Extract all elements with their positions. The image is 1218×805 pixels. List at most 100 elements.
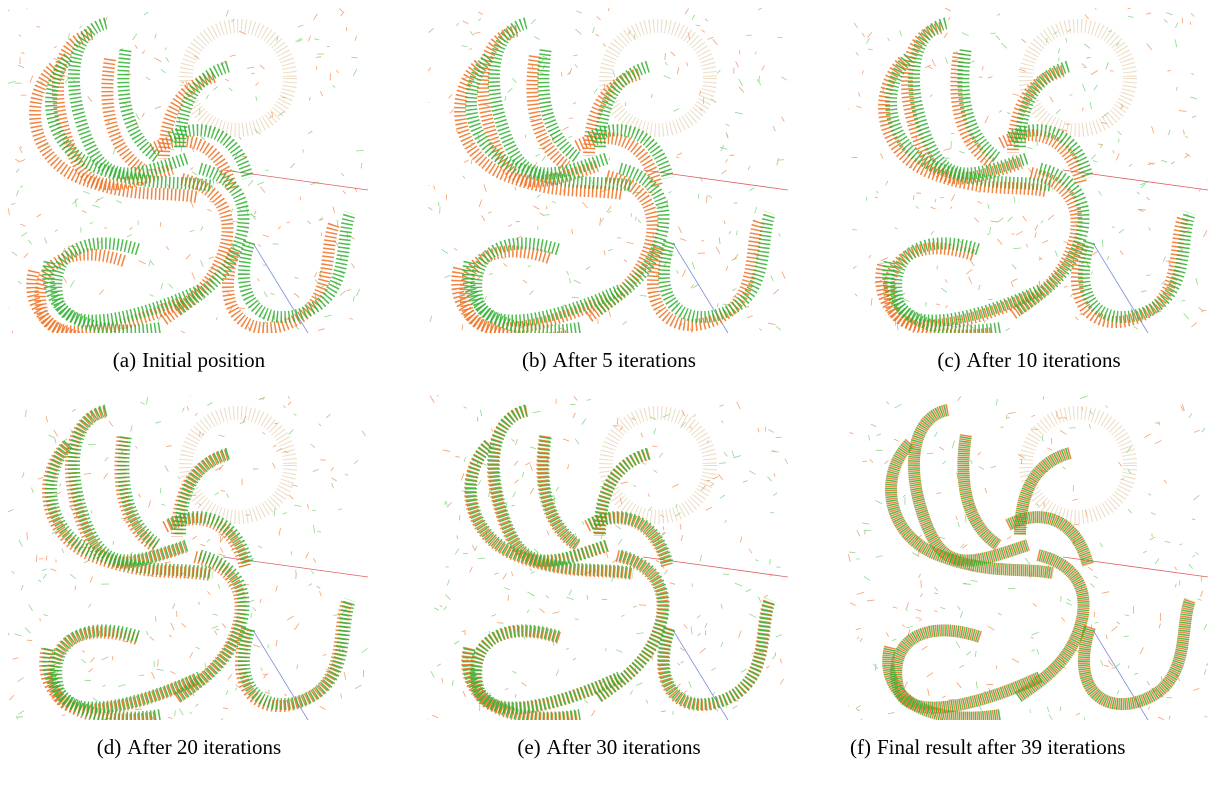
noise-point <box>680 238 687 240</box>
noise-point <box>433 186 435 190</box>
noise-point <box>272 463 275 468</box>
noise-point <box>1192 116 1197 118</box>
noise-point <box>1144 434 1150 438</box>
noise-point <box>603 43 605 46</box>
noise-point <box>542 156 545 161</box>
noise-point <box>12 331 14 333</box>
noise-point <box>1155 440 1161 443</box>
noise-point <box>705 623 707 628</box>
noise-point <box>283 513 287 515</box>
noise-point <box>572 297 579 298</box>
source-curve <box>241 602 347 706</box>
noise-point <box>935 199 936 203</box>
noise-point <box>905 681 908 687</box>
noise-point <box>207 402 212 405</box>
noise-point <box>455 456 459 457</box>
noise-point <box>463 21 469 24</box>
noise-point <box>966 651 970 655</box>
noise-point <box>1147 197 1150 200</box>
noise-point <box>1063 242 1068 244</box>
noise-point <box>996 399 997 405</box>
noise-point <box>777 158 779 165</box>
source-curve <box>532 56 567 166</box>
noise-point <box>155 421 161 423</box>
noise-point <box>69 33 70 39</box>
noise-point <box>776 326 781 330</box>
noise-point <box>1091 272 1092 275</box>
noise-point <box>478 558 485 559</box>
noise-point <box>636 217 637 221</box>
noise-point <box>38 580 41 582</box>
noise-point <box>1066 38 1067 43</box>
noise-point <box>1184 313 1189 319</box>
noise-point <box>1141 291 1146 292</box>
noise-point <box>428 68 431 72</box>
noise-point <box>428 717 429 719</box>
noise-point <box>700 555 701 562</box>
noise-point <box>1066 603 1072 606</box>
noise-point <box>597 17 601 20</box>
noise-point <box>1074 524 1080 525</box>
point-cloud-image <box>428 395 788 720</box>
noise-point <box>1047 448 1052 450</box>
noise-point <box>190 712 192 714</box>
noise-point <box>764 595 768 597</box>
caption: (d)After 20 iterations <box>8 734 370 761</box>
noise-point <box>84 473 91 474</box>
noise-point <box>1149 227 1150 230</box>
noise-point <box>768 429 774 432</box>
noise-point <box>1106 62 1109 69</box>
noise-point <box>719 463 726 464</box>
noise-point <box>857 592 864 594</box>
noise-point <box>934 593 938 594</box>
noise-point <box>672 484 678 487</box>
noise-point <box>165 466 168 472</box>
noise-point <box>856 709 860 711</box>
noise-point <box>260 599 261 603</box>
noise-point <box>1175 23 1178 28</box>
source-cloud <box>467 411 769 719</box>
noise-point <box>725 159 727 162</box>
noise-point <box>130 552 133 554</box>
noise-point <box>306 552 309 558</box>
noise-point <box>1080 396 1087 398</box>
noise-point <box>1046 135 1047 140</box>
noise-point <box>75 586 76 591</box>
noise-point <box>922 646 927 650</box>
noise-point <box>347 289 351 290</box>
noise-point <box>463 176 465 179</box>
noise-point <box>53 58 58 60</box>
noise-point <box>248 180 253 186</box>
noise-point <box>332 483 334 488</box>
noise-point <box>166 446 171 447</box>
noise-point <box>38 477 44 479</box>
noise-point <box>1031 415 1034 416</box>
noise-point <box>1152 126 1154 133</box>
noise-point <box>182 408 184 412</box>
noise-point <box>1189 564 1193 568</box>
noise-point <box>90 576 93 582</box>
noise-point <box>161 69 166 73</box>
noise-point <box>705 630 706 635</box>
noise-point <box>198 602 200 605</box>
noise-point <box>450 110 454 114</box>
noise-point <box>919 619 922 620</box>
noise-point <box>362 648 368 652</box>
noise-point <box>1081 64 1085 67</box>
noise-point <box>229 88 233 91</box>
noise-point <box>575 619 579 620</box>
noise-point <box>681 535 683 541</box>
noise-point <box>850 603 856 605</box>
noise-point <box>684 624 687 628</box>
noise-point <box>979 706 982 711</box>
noise-point <box>1117 622 1121 625</box>
noise-point <box>18 160 25 163</box>
noise-point <box>112 656 113 660</box>
noise-point <box>513 492 516 497</box>
noise-point <box>1089 424 1090 428</box>
noise-point <box>1031 650 1034 652</box>
noise-point <box>665 62 668 65</box>
noise-point <box>497 623 503 624</box>
noise-point <box>284 694 286 696</box>
target-cloud <box>888 410 1190 718</box>
